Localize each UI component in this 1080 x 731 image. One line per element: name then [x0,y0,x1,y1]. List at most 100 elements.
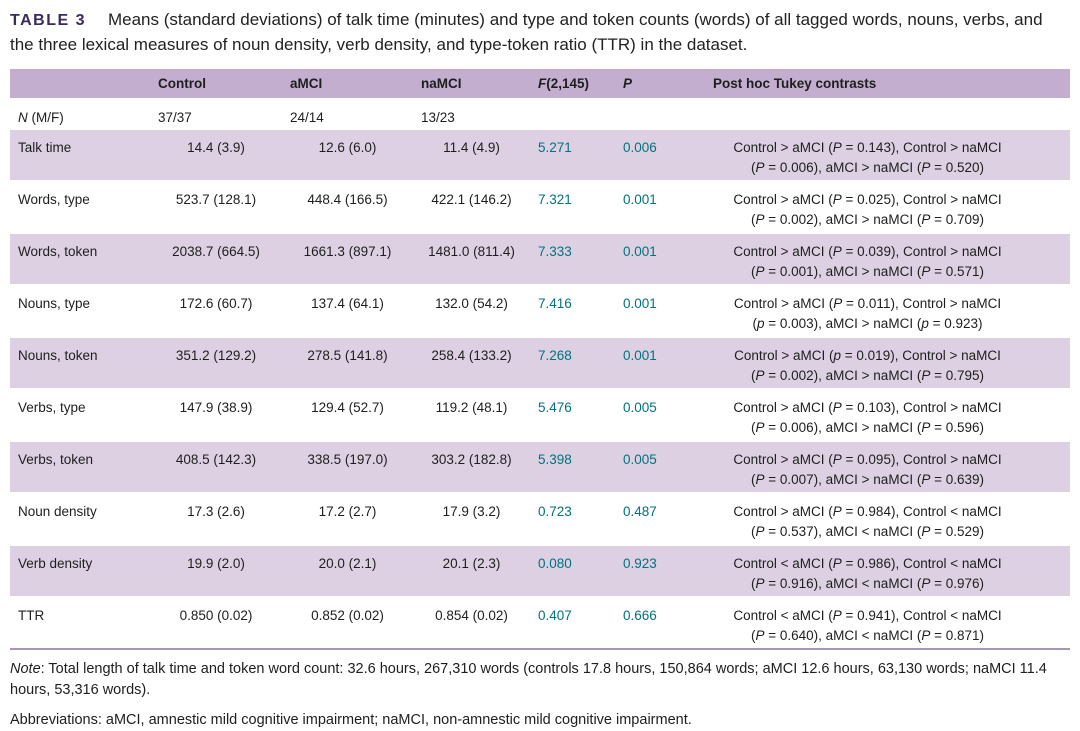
control-value: 408.5 (142.3) [175,452,257,467]
table-row: Nouns, type 172.6 (60.7) 137.4 (64.1) 132.0… [10,285,1070,337]
posthoc-value [705,99,1070,129]
column-header-p-value: P [623,76,633,91]
posthoc-value: Control > aMCI (P = 0.103), Control > na… [733,400,1002,435]
p-value: 0.001 [623,192,657,207]
amci-value: 137.4 (64.1) [311,296,384,311]
posthoc-value: Control < aMCI (P = 0.941), Control < na… [733,608,1002,643]
note-text: : Total length of talk time and token wo… [10,661,1047,698]
f-value: 7.416 [538,296,572,311]
p-value: 0.001 [623,348,657,363]
table-row: Words, token 2038.7 (664.5) 1661.3 (897.1)… [10,233,1070,285]
note: Note: Total length of talk time and toke… [10,659,1070,701]
control-value: 147.9 (38.9) [179,400,253,415]
p-value [615,99,705,129]
posthoc-value: Control > aMCI (P = 0.039), Control > na… [733,244,1002,279]
amci-value: 448.4 (166.5) [307,192,388,207]
namci-value: 258.4 (133.2) [431,348,512,363]
table-row: Verbs, type 147.9 (38.9) 129.4 (52.7) 119.2… [10,389,1070,441]
row-label: Talk time [18,140,72,155]
amci-value: 20.0 (2.1) [318,556,377,571]
f-value: 7.321 [538,192,572,207]
f-value: 0.723 [538,504,572,519]
table-row: Noun density 17.3 (2.6) 17.2 (2.7) 17.9 (3.… [10,493,1070,545]
amci-value: 1661.3 (897.1) [303,244,392,259]
table-number: TABLE 3 [10,12,86,29]
row-label: Noun density [18,504,97,519]
control-value: 523.7 (128.1) [175,192,257,207]
control-value: 351.2 (129.2) [175,348,257,363]
namci-value: 17.9 (3.2) [442,504,501,519]
p-value: 0.006 [623,140,657,155]
f-value: 5.398 [538,452,572,467]
f-value: 0.080 [538,556,572,571]
row-label: Words, type [18,192,90,207]
amci-value: 17.2 (2.7) [318,504,377,519]
row-label: Nouns, type [18,296,91,311]
namci-value: 1481.0 (811.4) [428,244,515,259]
control-value: 17.3 (2.6) [187,504,245,519]
table-body: N (M/F) 37/37 24/14 13/23 Talk time 14.4 (3.9… [10,99,1070,649]
control-value: 172.6 (60.7) [179,296,253,311]
f-value: 5.271 [538,140,572,155]
control-value: 37/37 [158,110,192,125]
control-value: 19.9 (2.0) [187,556,245,571]
row-label: Words, token [18,244,98,259]
p-value: 0.666 [623,608,657,623]
amci-value: 278.5 (141.8) [307,348,388,363]
column-header-namci: naMCI [421,76,462,91]
p-value: 0.001 [623,244,657,259]
namci-value: 0.854 (0.02) [435,608,508,623]
control-value: 2038.7 (664.5) [172,244,260,259]
p-value: 0.487 [623,504,657,519]
f-value: 7.333 [538,244,572,259]
control-value: 0.850 (0.02) [179,608,253,623]
control-value: 14.4 (3.9) [187,140,245,155]
f-value: 5.476 [538,400,572,415]
namci-value: 11.4 (4.9) [443,140,500,155]
table-row: Talk time 14.4 (3.9) 12.6 (6.0) 11.4 (4.9) 5… [10,129,1070,181]
p-value: 0.005 [623,452,657,467]
column-header-empty [10,69,150,99]
column-header-control: Control [158,76,206,91]
row-label: Verb density [18,556,93,571]
posthoc-value: Control > aMCI (P = 0.025), Control > na… [733,192,1002,227]
table-row: Words, type 523.7 (128.1) 448.4 (166.5) 422… [10,181,1070,233]
table-row: TTR 0.850 (0.02) 0.852 (0.02) 0.854 (0.02) 0… [10,597,1070,649]
amci-value: 0.852 (0.02) [311,608,384,623]
row-label: Nouns, token [18,348,98,363]
namci-value: 20.1 (2.3) [442,556,501,571]
table-row: Verb density 19.9 (2.0) 20.0 (2.1) 20.1 (2.… [10,545,1070,597]
posthoc-value: Control > aMCI (P = 0.984), Control < na… [733,504,1002,539]
p-value: 0.001 [623,296,657,311]
namci-value: 303.2 (182.8) [431,452,512,467]
row-label: N (M/F) [18,110,64,125]
table-caption-text: Means (standard deviations) of talk time… [10,10,1043,54]
column-header-amci: aMCI [290,76,323,91]
row-label: Verbs, type [18,400,86,415]
row-label: TTR [18,608,45,623]
table-row: N (M/F) 37/37 24/14 13/23 [10,99,1070,129]
data-table: Control aMCI naMCI F(2,145) P Post hoc T… [10,69,1070,650]
amci-value: 12.6 (6.0) [318,140,377,155]
header-row: Control aMCI naMCI F(2,145) P Post hoc T… [10,69,1070,99]
table-row: Verbs, token 408.5 (142.3) 338.5 (197.0) 30… [10,441,1070,493]
amci-value: 129.4 (52.7) [311,400,384,415]
column-header-f-statistic: F(2,145) [538,76,590,91]
table-caption: TABLE 3 Means (standard deviations) of ta… [10,8,1070,57]
namci-value: 119.2 (48.1) [435,400,508,415]
p-value: 0.005 [623,400,657,415]
namci-value: 132.0 (54.2) [435,296,508,311]
posthoc-value: Control < aMCI (P = 0.986), Control < na… [733,556,1002,591]
namci-value: 13/23 [421,110,455,125]
posthoc-value: Control > aMCI (P = 0.143), Control > na… [733,140,1002,175]
table-row: Nouns, token 351.2 (129.2) 278.5 (141.8) 25… [10,337,1070,389]
amci-value: 24/14 [290,110,324,125]
namci-value: 422.1 (146.2) [431,192,512,207]
amci-value: 338.5 (197.0) [307,452,388,467]
row-label: Verbs, token [18,452,94,467]
column-header-posthoc: Post hoc Tukey contrasts [713,76,877,91]
posthoc-value: Control > aMCI (p = 0.019), Control > na… [734,348,1001,383]
p-value: 0.923 [623,556,657,571]
f-value: 0.407 [538,608,572,623]
note-label: Note [10,661,41,677]
